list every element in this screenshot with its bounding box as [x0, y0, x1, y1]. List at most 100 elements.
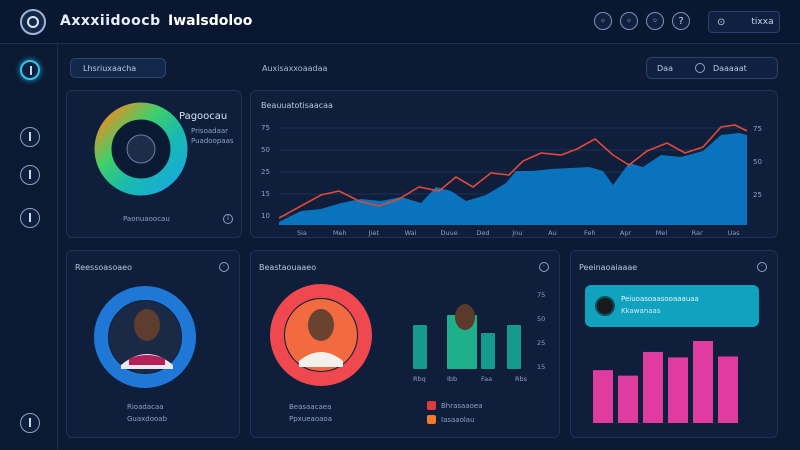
x-tick: Apr: [620, 229, 632, 237]
bar-chart-card: Peeinaoaiaaae · Peiuoasoaasooaaauaa Kkaw…: [570, 250, 778, 438]
banner-line-2: Kkawanaas: [621, 307, 661, 315]
mini-x-tick: Faa: [481, 375, 492, 383]
section-label: Auxisaxxoaadaa: [262, 64, 328, 73]
bar-chart-title: Peeinaoaiaaae: [579, 263, 638, 272]
mini-bar: [507, 325, 521, 369]
area-series: [279, 133, 747, 225]
x-tick: Mel: [656, 229, 668, 237]
banner-line-1: Peiuoasoaasooaaauaa: [621, 295, 699, 303]
profile-ring-1: [94, 286, 196, 388]
notification-icon[interactable]: ◦: [594, 12, 612, 30]
x-tick: Wai: [405, 229, 417, 237]
profile-1-subtitle: Guaxdooab: [127, 415, 168, 423]
message-icon[interactable]: ◦: [646, 12, 664, 30]
search-value: tixxa: [751, 17, 774, 27]
mini-bar: [481, 333, 495, 369]
sidebar-item-users[interactable]: [20, 208, 40, 228]
avatar-2-face: [308, 309, 334, 341]
help-icon[interactable]: ?: [672, 12, 690, 30]
area-chart-card: Beauuatotisaacaa 75 50 25 15 10 75 50 25 Sia Meh J…: [250, 90, 778, 238]
profile-card-2: Beastaouaaeo · 75 50 25 15 Rbq Ibb Faa Rbs Beas…: [250, 250, 560, 438]
mini-bar: [413, 325, 427, 369]
mini-legend-1: Bhrasaaoea: [441, 402, 483, 410]
avatar-2-shirt: [299, 352, 343, 367]
filter-input[interactable]: Lhsriuxaacha: [70, 58, 166, 78]
donut-footer: Paonuaoocau: [123, 215, 170, 223]
profile-card-1-title: Reessoasoaeo: [75, 263, 132, 272]
search-icon: ⊙: [717, 16, 726, 28]
sidebar-item-settings[interactable]: [20, 413, 40, 433]
line-series: [278, 124, 748, 219]
y-tick-left: 10: [261, 212, 270, 220]
mini-legend-2: Iasaaolau: [441, 416, 475, 424]
banner-avatar: [595, 296, 615, 316]
bar-card-banner: Peiuoasoaasooaaauaa Kkawanaas: [585, 285, 759, 327]
x-tick: Jnu: [511, 229, 522, 237]
donut-card-title: Pagoocau: [179, 111, 228, 122]
bar: [668, 357, 688, 423]
top-bar: Axxxiidoocb Iwalsdoloo ◦ ◦ ◦ ? ⊙ tixxa: [0, 0, 800, 44]
settings-icon[interactable]: ◦: [620, 12, 638, 30]
y-tick-left: 25: [261, 168, 270, 176]
donut-ring: [94, 102, 188, 196]
donut-card: Pagoocau Prisoadaar Puadoopaas Paonuaooc…: [66, 90, 242, 238]
mini-x-tick: Rbs: [515, 375, 528, 383]
profile-card-2-title: Beastaouaaeo: [259, 263, 317, 272]
profile-2-subtitle: Ppxueaoaoa: [289, 415, 332, 423]
bar-chart: [593, 341, 738, 423]
profile-ring-2: [270, 284, 372, 386]
mini-y-tick: 75: [537, 291, 545, 299]
y-tick-left: 50: [261, 146, 270, 154]
y-tick-left: 75: [261, 124, 270, 132]
calendar-icon: [694, 63, 705, 73]
bar: [718, 356, 738, 423]
sidebar-item-analytics[interactable]: [20, 127, 40, 147]
mini-x-tick: Ibb: [447, 375, 457, 383]
x-tick: Feh: [584, 229, 596, 237]
bar: [643, 351, 663, 423]
mini-y-tick: 50: [537, 315, 545, 323]
more-icon[interactable]: ·: [757, 262, 767, 272]
profile-1-name: Rioadacaa: [127, 403, 164, 411]
y-tick-right: 50: [753, 158, 762, 166]
x-tick: Meh: [333, 229, 347, 237]
sidebar-item-reports[interactable]: [20, 165, 40, 185]
x-tick: Sia: [297, 229, 307, 237]
x-tick: Duue: [441, 229, 458, 237]
bar: [593, 370, 613, 423]
area-chart-title: Beauuatotisaacaa: [261, 101, 333, 110]
donut-chart: [94, 102, 188, 196]
mini-bar-chart: 75 50 25 15 Rbq Ibb Faa Rbs: [413, 291, 545, 383]
profile-card-1: Reessoasoaeo · Rioadacaa Guaxdooab: [66, 250, 240, 438]
y-tick-right: 25: [753, 191, 762, 199]
top-actions: ◦ ◦ ◦ ?: [594, 12, 690, 30]
mini-x-tick: Rbq: [413, 375, 426, 383]
info-icon[interactable]: i: [223, 214, 233, 224]
app-logo[interactable]: [20, 9, 46, 35]
mini-y-tick: 15: [537, 363, 545, 371]
y-tick-right: 75: [753, 125, 762, 133]
mini-bar-avatar-face: [455, 304, 475, 330]
top-search-field[interactable]: ⊙ tixxa: [708, 11, 780, 33]
range-label-right: Daaaaat: [712, 63, 747, 73]
x-tick: Uas: [728, 229, 741, 237]
donut-legend-1: Prisoadaar: [191, 127, 229, 135]
sidebar-item-home[interactable]: [20, 60, 40, 80]
brand-name: Axxxiidoocb: [60, 13, 161, 29]
avatar-1-face: [134, 309, 160, 341]
legend-swatch-orange: [427, 415, 436, 424]
mini-y-tick: 25: [537, 339, 545, 347]
range-label-left: Daa: [657, 63, 673, 73]
x-tick: Au: [548, 229, 557, 237]
y-tick-left: 15: [261, 190, 270, 198]
date-range-control[interactable]: Daa Daaaaat: [646, 57, 778, 79]
x-tick: Jiet: [368, 229, 380, 237]
bar: [693, 341, 713, 423]
area-chart: 75 50 25 15 10 75 50 25 Sia Meh Jiet Wai Duue Ded Jnu A…: [261, 124, 762, 237]
x-tick: Ded: [476, 229, 489, 237]
more-icon[interactable]: ·: [219, 262, 229, 272]
more-icon[interactable]: ·: [539, 262, 549, 272]
profile-2-name: Beasaacaea: [289, 403, 332, 411]
donut-legend-2: Puadoopaas: [191, 137, 234, 145]
legend-swatch-red: [427, 401, 436, 410]
